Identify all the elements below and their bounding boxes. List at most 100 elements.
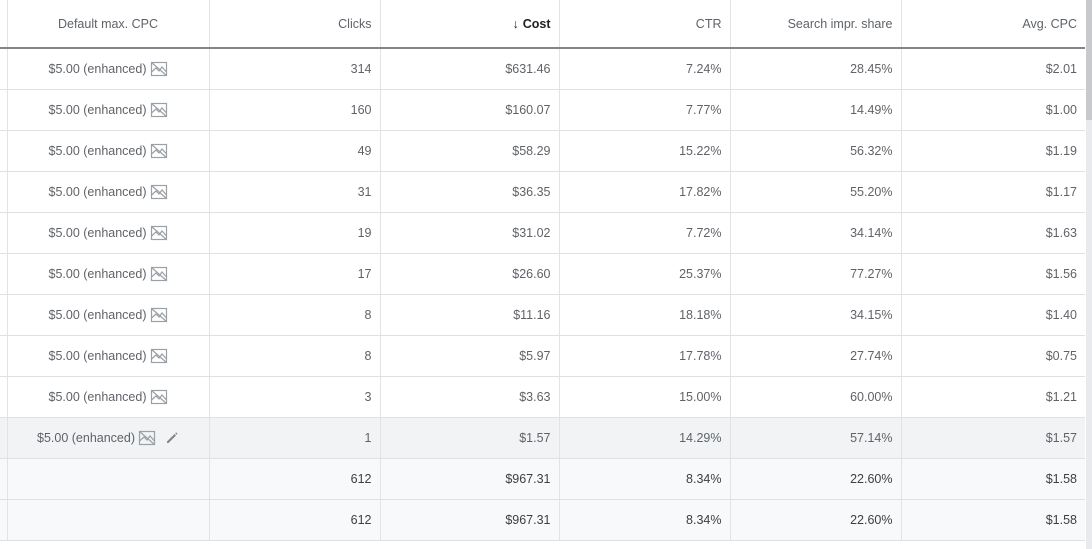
max-cpc-cell[interactable]: $5.00 (enhanced) [6, 130, 209, 172]
bid-strategy-icon [138, 430, 156, 446]
row-spacer [0, 130, 7, 172]
totals-avg-cpc-cell: $1.58 [900, 499, 1085, 541]
bid-strategy-icon [150, 225, 167, 241]
ctr-cell: 7.77% [558, 89, 730, 131]
column-header-cost[interactable]: ↓ Cost [379, 0, 559, 49]
impr-share-cell: 34.14% [729, 212, 901, 254]
max-cpc-value: $5.00 (enhanced) [48, 144, 147, 158]
cost-cell: $26.60 [379, 253, 559, 295]
max-cpc-cell[interactable]: $5.00 (enhanced) [6, 417, 209, 459]
cost-cell: $58.29 [379, 130, 559, 172]
bid-strategy-icon [150, 102, 167, 118]
row-spacer [0, 458, 7, 500]
scrollbar-thumb[interactable] [1086, 0, 1092, 120]
column-header-ctr[interactable]: CTR [558, 0, 730, 49]
ctr-cell: 14.29% [558, 417, 730, 459]
max-cpc-cell[interactable]: $5.00 (enhanced) [6, 171, 209, 213]
table-row[interactable]: $5.00 (enhanced) 8 $5.97 17.78% 27.74% $… [0, 335, 1085, 377]
row-spacer [0, 376, 7, 418]
impr-share-cell: 57.14% [729, 417, 901, 459]
max-cpc-value: $5.00 (enhanced) [48, 62, 147, 76]
max-cpc-value: $5.00 (enhanced) [48, 308, 147, 322]
cost-cell: $11.16 [379, 294, 559, 336]
impr-share-cell: 55.20% [729, 171, 901, 213]
header-spacer [0, 0, 7, 49]
impr-share-cell: 60.00% [729, 376, 901, 418]
avg-cpc-cell: $0.75 [900, 335, 1085, 377]
arrow-down-icon: ↓ [512, 16, 519, 31]
column-header-cost-label: Cost [522, 16, 551, 31]
bid-strategy-icon [150, 143, 167, 159]
table-row[interactable]: $5.00 (enhanced) 3 $3.63 15.00% 60.00% $… [0, 376, 1085, 418]
totals-clicks-cell: 612 [208, 499, 380, 541]
totals-impr-share-cell: 22.60% [729, 458, 901, 500]
table-row[interactable]: $5.00 (enhanced) 49 $58.29 15.22% 56.32%… [0, 130, 1085, 172]
clicks-cell: 160 [208, 89, 380, 131]
avg-cpc-cell: $1.00 [900, 89, 1085, 131]
table-row[interactable]: $5.00 (enhanced) 8 $11.16 18.18% 34.15% … [0, 294, 1085, 336]
max-cpc-value: $5.00 (enhanced) [48, 349, 147, 363]
clicks-cell: 8 [208, 335, 380, 377]
ctr-cell: 15.00% [558, 376, 730, 418]
row-spacer [0, 89, 7, 131]
table-body: $5.00 (enhanced) 314 $631.46 7.24% 28.45… [0, 48, 1085, 541]
max-cpc-cell[interactable]: $5.00 (enhanced) [6, 48, 209, 90]
totals-impr-share-cell: 22.60% [729, 499, 901, 541]
max-cpc-cell[interactable]: $5.00 (enhanced) [6, 89, 209, 131]
ctr-cell: 7.24% [558, 48, 730, 90]
avg-cpc-cell: $1.57 [900, 417, 1085, 459]
column-header-max-cpc[interactable]: Default max. CPC [6, 0, 209, 49]
cost-cell: $160.07 [379, 89, 559, 131]
cost-cell: $31.02 [379, 212, 559, 254]
table-header-row: Default max. CPC Clicks ↓ Cost CTR Search… [0, 0, 1085, 49]
max-cpc-value: $5.00 (enhanced) [37, 431, 135, 445]
ctr-cell: 18.18% [558, 294, 730, 336]
clicks-cell: 49 [208, 130, 380, 172]
max-cpc-value: $5.00 (enhanced) [48, 226, 147, 240]
avg-cpc-cell: $2.01 [900, 48, 1085, 90]
clicks-cell: 19 [208, 212, 380, 254]
clicks-cell: 31 [208, 171, 380, 213]
totals-clicks-cell: 612 [208, 458, 380, 500]
avg-cpc-cell: $1.63 [900, 212, 1085, 254]
totals-max-cpc-cell [6, 499, 209, 541]
max-cpc-cell[interactable]: $5.00 (enhanced) [6, 253, 209, 295]
impr-share-cell: 77.27% [729, 253, 901, 295]
cost-cell: $5.97 [379, 335, 559, 377]
max-cpc-cell[interactable]: $5.00 (enhanced) [6, 376, 209, 418]
avg-cpc-cell: $1.19 [900, 130, 1085, 172]
ctr-cell: 7.72% [558, 212, 730, 254]
max-cpc-cell[interactable]: $5.00 (enhanced) [6, 212, 209, 254]
max-cpc-cell[interactable]: $5.00 (enhanced) [6, 294, 209, 336]
impr-share-cell: 34.15% [729, 294, 901, 336]
column-header-avg-cpc[interactable]: Avg. CPC [900, 0, 1085, 49]
vertical-scrollbar[interactable] [1086, 0, 1092, 549]
table-row[interactable]: $5.00 (enhanced) 160 $160.07 7.77% 14.49… [0, 89, 1085, 131]
table-row[interactable]: $5.00 (enhanced) 314 $631.46 7.24% 28.45… [0, 48, 1085, 90]
bid-strategy-icon [150, 348, 167, 364]
row-spacer [0, 417, 7, 459]
table-row[interactable]: $5.00 (enhanced) 17 $26.60 25.37% 77.27%… [0, 253, 1085, 295]
table-row[interactable]: $5.00 (enhanced) 1 $1.57 14.29% 57.14% $… [0, 417, 1085, 459]
bid-strategy-icon [150, 61, 167, 77]
row-spacer [0, 294, 7, 336]
bid-strategy-icon [150, 307, 167, 323]
row-spacer [0, 335, 7, 377]
row-spacer [0, 253, 7, 295]
avg-cpc-cell: $1.40 [900, 294, 1085, 336]
ctr-cell: 17.82% [558, 171, 730, 213]
max-cpc-value: $5.00 (enhanced) [48, 185, 147, 199]
table-row[interactable]: $5.00 (enhanced) 31 $36.35 17.82% 55.20%… [0, 171, 1085, 213]
impr-share-cell: 56.32% [729, 130, 901, 172]
column-header-impr-share[interactable]: Search impr. share [729, 0, 901, 49]
clicks-cell: 314 [208, 48, 380, 90]
totals-row: 612 $967.31 8.34% 22.60% $1.58 [0, 499, 1085, 541]
ctr-cell: 17.78% [558, 335, 730, 377]
table-row[interactable]: $5.00 (enhanced) 19 $31.02 7.72% 34.14% … [0, 212, 1085, 254]
avg-cpc-cell: $1.21 [900, 376, 1085, 418]
clicks-cell: 17 [208, 253, 380, 295]
pencil-icon[interactable] [165, 431, 179, 445]
max-cpc-cell[interactable]: $5.00 (enhanced) [6, 335, 209, 377]
impr-share-cell: 27.74% [729, 335, 901, 377]
column-header-clicks[interactable]: Clicks [208, 0, 380, 49]
